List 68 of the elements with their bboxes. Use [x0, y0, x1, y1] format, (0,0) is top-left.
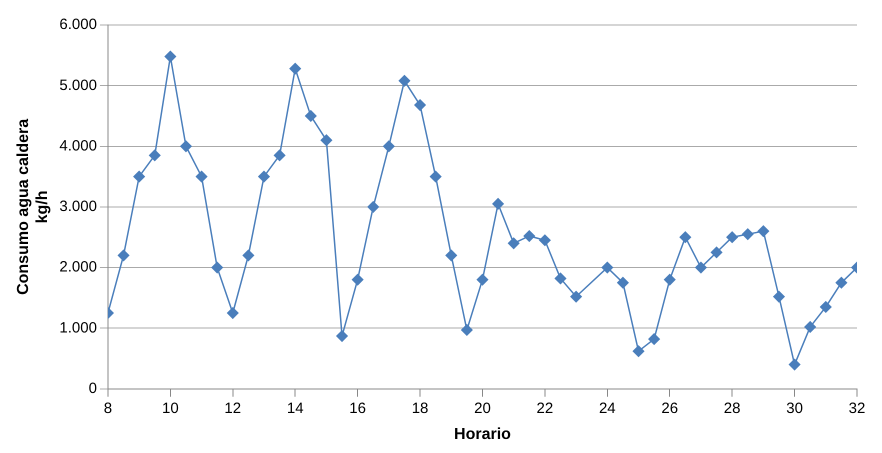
- point: [554, 272, 566, 284]
- y-tick-label: 5.000: [59, 76, 97, 94]
- x-tick-label: 10: [162, 400, 179, 417]
- x-tick-label: 20: [474, 400, 491, 417]
- point: [524, 230, 536, 242]
- point: [461, 324, 473, 336]
- point: [258, 170, 270, 182]
- y-tick-label: 3.000: [59, 198, 97, 216]
- y-axis-title: Consumo agua caldera kg/h: [15, 118, 52, 295]
- point: [383, 140, 395, 152]
- point: [820, 301, 832, 313]
- x-tick-label: 8: [104, 400, 112, 417]
- point: [508, 238, 520, 250]
- point: [180, 140, 192, 152]
- point: [617, 276, 629, 288]
- point: [118, 250, 130, 262]
- point: [539, 234, 551, 246]
- point: [446, 250, 458, 262]
- point: [242, 250, 254, 262]
- point: [149, 150, 161, 162]
- x-tick-label: 32: [848, 400, 866, 417]
- x-tick-label: 22: [536, 400, 554, 417]
- point: [570, 290, 582, 302]
- point: [632, 345, 644, 357]
- point: [352, 274, 364, 286]
- point: [133, 170, 145, 182]
- point: [414, 99, 426, 111]
- point: [227, 307, 239, 319]
- point: [602, 262, 614, 274]
- point: [836, 276, 848, 288]
- y-tick-label: 6.000: [59, 16, 97, 34]
- x-tick-label: 30: [786, 400, 803, 417]
- x-tick-label: 24: [598, 400, 616, 417]
- x-axis-title: Horario: [454, 426, 512, 443]
- point: [664, 274, 676, 286]
- point: [680, 231, 692, 243]
- point: [336, 330, 348, 342]
- point: [726, 231, 738, 243]
- point: [788, 358, 800, 370]
- point: [320, 134, 332, 146]
- point: [398, 75, 410, 87]
- point: [164, 50, 176, 62]
- point: [695, 262, 707, 274]
- point: [211, 262, 223, 274]
- point: [289, 62, 301, 74]
- point: [430, 170, 442, 182]
- point: [773, 290, 785, 302]
- x-tick-label: 26: [661, 400, 678, 417]
- x-tick-label: 14: [286, 400, 304, 417]
- y-tick-label: 1.000: [59, 319, 97, 336]
- x-tick-label: 18: [412, 400, 428, 417]
- x-tick-label: 16: [349, 400, 366, 417]
- point: [492, 198, 504, 210]
- point: [274, 150, 286, 162]
- point: [742, 228, 754, 240]
- point: [305, 110, 317, 122]
- y-tick-label: 4.000: [59, 137, 97, 154]
- point: [648, 333, 660, 345]
- y-tick-label: 0: [88, 380, 97, 397]
- point: [367, 201, 379, 213]
- x-tick-label: 12: [224, 400, 242, 417]
- point: [758, 225, 770, 237]
- point: [476, 274, 488, 286]
- point: [804, 321, 816, 333]
- point: [196, 170, 208, 182]
- x-tick-label: 28: [724, 400, 740, 417]
- y-tick-label: 2.000: [59, 258, 97, 276]
- point: [710, 246, 722, 258]
